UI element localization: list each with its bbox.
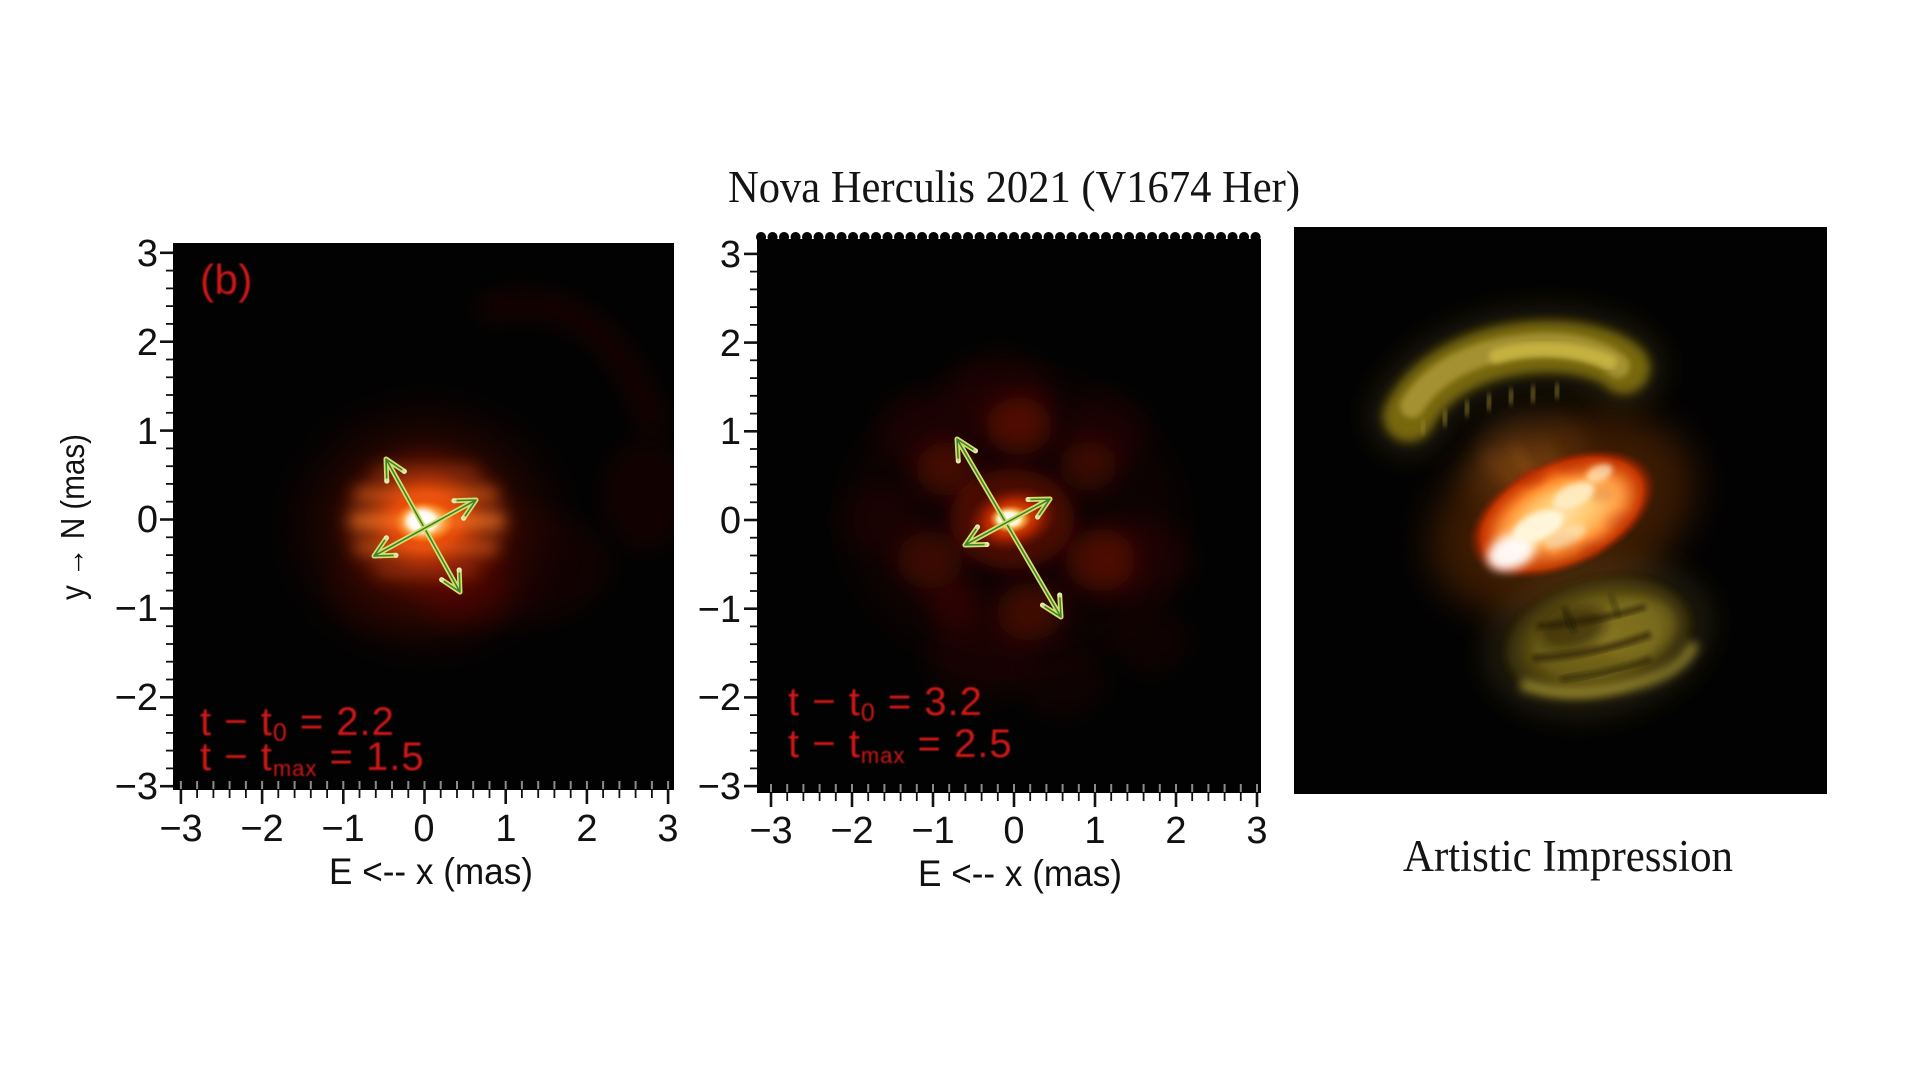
svg-text:1: 1 (495, 808, 516, 850)
svg-text:3: 3 (137, 233, 158, 275)
svg-text:t − t0 = 3.2: t − t0 = 3.2 (788, 680, 983, 727)
svg-text:0: 0 (720, 500, 741, 542)
svg-text:−1: −1 (698, 589, 741, 631)
svg-text:−3: −3 (115, 766, 158, 808)
svg-text:−3: −3 (698, 766, 741, 808)
svg-text:−2: −2 (830, 810, 873, 852)
svg-text:−2: −2 (240, 808, 283, 850)
svg-text:3: 3 (720, 234, 741, 276)
svg-text:t − tmax = 1.5: t − tmax = 1.5 (200, 735, 425, 781)
svg-text:(b): (b) (200, 256, 253, 303)
svg-text:2: 2 (576, 808, 597, 850)
svg-text:0: 0 (413, 808, 434, 850)
svg-text:E <-- x (mas): E <-- x (mas) (918, 853, 1122, 894)
svg-text:0: 0 (137, 499, 158, 541)
svg-text:0: 0 (1003, 810, 1024, 852)
svg-text:1: 1 (1084, 810, 1105, 852)
svg-text:E <-- x (mas): E <-- x (mas) (329, 851, 533, 892)
svg-text:Nova Herculis 2021 (V1674 Her): Nova Herculis 2021 (V1674 Her) (728, 161, 1300, 212)
svg-text:2: 2 (720, 323, 741, 365)
svg-text:Artistic Impression: Artistic Impression (1403, 831, 1733, 881)
svg-text:−1: −1 (321, 808, 364, 850)
svg-text:−3: −3 (159, 808, 202, 850)
svg-text:3: 3 (1246, 810, 1267, 852)
svg-text:−1: −1 (911, 810, 954, 852)
svg-text:2: 2 (137, 322, 158, 364)
svg-text:y → N (mas): y → N (mas) (54, 434, 91, 600)
svg-text:t − t0 = 2.2: t − t0 = 2.2 (200, 700, 395, 747)
svg-text:1: 1 (720, 411, 741, 453)
svg-text:−2: −2 (698, 677, 741, 719)
svg-text:3: 3 (657, 808, 678, 850)
svg-text:−2: −2 (115, 677, 158, 719)
svg-text:−1: −1 (115, 588, 158, 630)
svg-text:−3: −3 (749, 810, 792, 852)
svg-text:1: 1 (137, 411, 158, 453)
svg-text:2: 2 (1165, 810, 1186, 852)
